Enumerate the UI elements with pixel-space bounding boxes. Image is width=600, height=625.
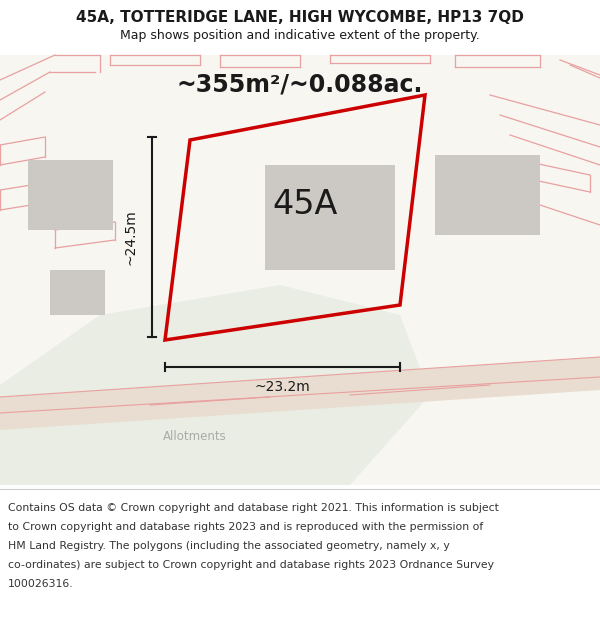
Text: ~24.5m: ~24.5m <box>123 209 137 265</box>
Text: HM Land Registry. The polygons (including the associated geometry, namely x, y: HM Land Registry. The polygons (includin… <box>8 541 450 551</box>
Text: Map shows position and indicative extent of the property.: Map shows position and indicative extent… <box>120 29 480 41</box>
Text: co-ordinates) are subject to Crown copyright and database rights 2023 Ordnance S: co-ordinates) are subject to Crown copyr… <box>8 560 494 570</box>
Bar <box>0 0 600 55</box>
Text: Contains OS data © Crown copyright and database right 2021. This information is : Contains OS data © Crown copyright and d… <box>8 503 499 513</box>
Bar <box>0 55 600 485</box>
Text: 45A, TOTTERIDGE LANE, HIGH WYCOMBE, HP13 7QD: 45A, TOTTERIDGE LANE, HIGH WYCOMBE, HP13… <box>76 9 524 24</box>
Text: 100026316.: 100026316. <box>8 579 74 589</box>
Text: 45A: 45A <box>272 189 338 221</box>
Polygon shape <box>0 285 430 485</box>
Text: to Crown copyright and database rights 2023 and is reproduced with the permissio: to Crown copyright and database rights 2… <box>8 522 483 532</box>
Text: Allotments: Allotments <box>163 431 227 444</box>
Bar <box>50 270 105 315</box>
Bar <box>265 165 395 270</box>
Text: ~23.2m: ~23.2m <box>254 380 310 394</box>
Bar <box>435 155 540 235</box>
Text: ~355m²/~0.088ac.: ~355m²/~0.088ac. <box>177 73 423 97</box>
Bar <box>28 160 113 230</box>
Polygon shape <box>0 357 600 430</box>
